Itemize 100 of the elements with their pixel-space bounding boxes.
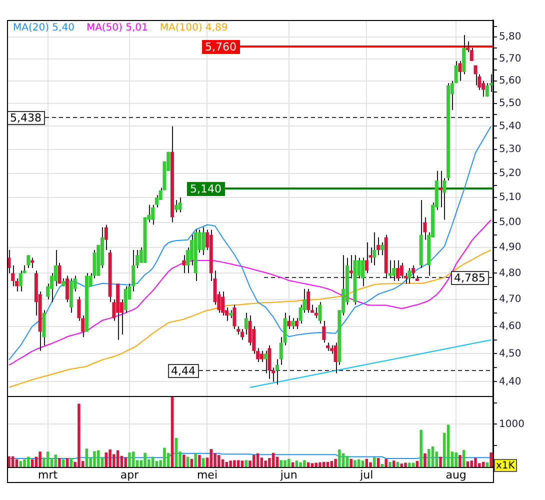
- y-tick-label: 5,40: [499, 120, 522, 132]
- bar: [416, 461, 419, 467]
- bar: [466, 461, 470, 467]
- bar: [288, 458, 290, 467]
- bar: [132, 452, 135, 467]
- bar: [104, 452, 108, 467]
- x-tick-label: aug: [446, 468, 466, 482]
- y-tick-label: 5,10: [499, 192, 522, 204]
- bar: [233, 460, 236, 467]
- bar: [174, 438, 178, 467]
- bar: [420, 430, 422, 467]
- x-tick-label: jun: [279, 468, 298, 482]
- bar: [97, 450, 100, 467]
- bar: [318, 462, 322, 467]
- bar: [190, 458, 194, 467]
- bar: [116, 450, 120, 467]
- bar: [214, 453, 216, 467]
- bar: [365, 458, 368, 467]
- y-tick-label: 4,40: [499, 376, 522, 388]
- bar: [202, 458, 205, 467]
- bar: [412, 462, 415, 467]
- bar: [295, 460, 298, 467]
- bar: [78, 404, 80, 467]
- bar: [236, 460, 240, 467]
- y-tick-label: 5,70: [499, 53, 522, 64]
- bar: [354, 460, 356, 467]
- bar: [128, 452, 131, 467]
- bar: [474, 458, 477, 467]
- bar: [70, 458, 73, 467]
- y-tick-label: 4,50: [499, 348, 522, 360]
- bar: [299, 462, 302, 467]
- y-tick-label: 5,50: [499, 98, 522, 109]
- y-tick-label: 5,30: [499, 144, 522, 156]
- x-tick-label: apr: [120, 468, 140, 482]
- bar: [314, 462, 318, 467]
- bar: [373, 457, 376, 467]
- text: MA(20) 5,40: [13, 22, 74, 34]
- text: MA(50) 5,01: [86, 22, 148, 34]
- bar: [38, 452, 42, 467]
- y-tick-label: 4,90: [499, 242, 522, 254]
- bar: [144, 452, 146, 467]
- bar: [19, 461, 22, 467]
- x-tick-label: jul: [359, 468, 374, 482]
- y-tick-label: 5,00: [499, 216, 522, 228]
- bar: [376, 458, 380, 467]
- x-tick-label: mei: [196, 468, 218, 482]
- bar: [280, 460, 282, 467]
- bar: [218, 455, 220, 467]
- bar: [338, 449, 341, 467]
- bar: [85, 448, 88, 467]
- bar: [186, 456, 190, 467]
- bar: [66, 458, 69, 467]
- bar: [11, 456, 14, 467]
- ref-line-label: 5,760: [205, 40, 236, 54]
- bar: [58, 458, 61, 467]
- bar: [462, 450, 466, 467]
- x-tick-label: mrt: [38, 468, 58, 482]
- bar: [27, 456, 30, 467]
- bar: [124, 458, 127, 467]
- bar: [458, 455, 462, 467]
- y-tick-label: 4,80: [499, 268, 522, 279]
- bar: [108, 449, 112, 467]
- ref-line-label: 5,140: [190, 182, 222, 196]
- bar: [427, 449, 430, 467]
- bar: [384, 458, 388, 467]
- bar: [346, 456, 349, 467]
- bar: [404, 462, 407, 467]
- bar: [23, 459, 26, 467]
- bar: [310, 463, 314, 467]
- y-tick-label: 5,80: [499, 32, 522, 43]
- bar: [361, 460, 364, 467]
- bar: [182, 454, 186, 467]
- text: MA(100) 4,89: [160, 22, 228, 34]
- bar: [264, 460, 267, 467]
- bar: [303, 460, 306, 467]
- bar: [46, 452, 50, 467]
- bar: [330, 461, 334, 467]
- bar: [439, 456, 442, 467]
- y-tick-label: 5,60: [499, 75, 522, 86]
- y-tick-label: 4,70: [499, 294, 522, 306]
- bar: [369, 462, 372, 467]
- bar: [400, 464, 403, 467]
- candlestick: [143, 217, 147, 263]
- bar: [380, 464, 384, 467]
- ref-line-label: 5,438: [10, 111, 42, 124]
- bar: [276, 456, 279, 467]
- bar: [424, 453, 426, 467]
- bar: [350, 458, 352, 467]
- bar: [446, 424, 450, 467]
- bar: [470, 460, 473, 467]
- bar: [170, 396, 174, 467]
- bar: [408, 462, 411, 467]
- ref-line-label: 4,785: [454, 271, 486, 284]
- bar: [151, 456, 154, 467]
- bar: [198, 455, 201, 467]
- bar: [388, 462, 392, 467]
- bar: [244, 460, 248, 467]
- bar: [454, 452, 458, 467]
- bar: [229, 460, 232, 467]
- bar: [260, 458, 264, 467]
